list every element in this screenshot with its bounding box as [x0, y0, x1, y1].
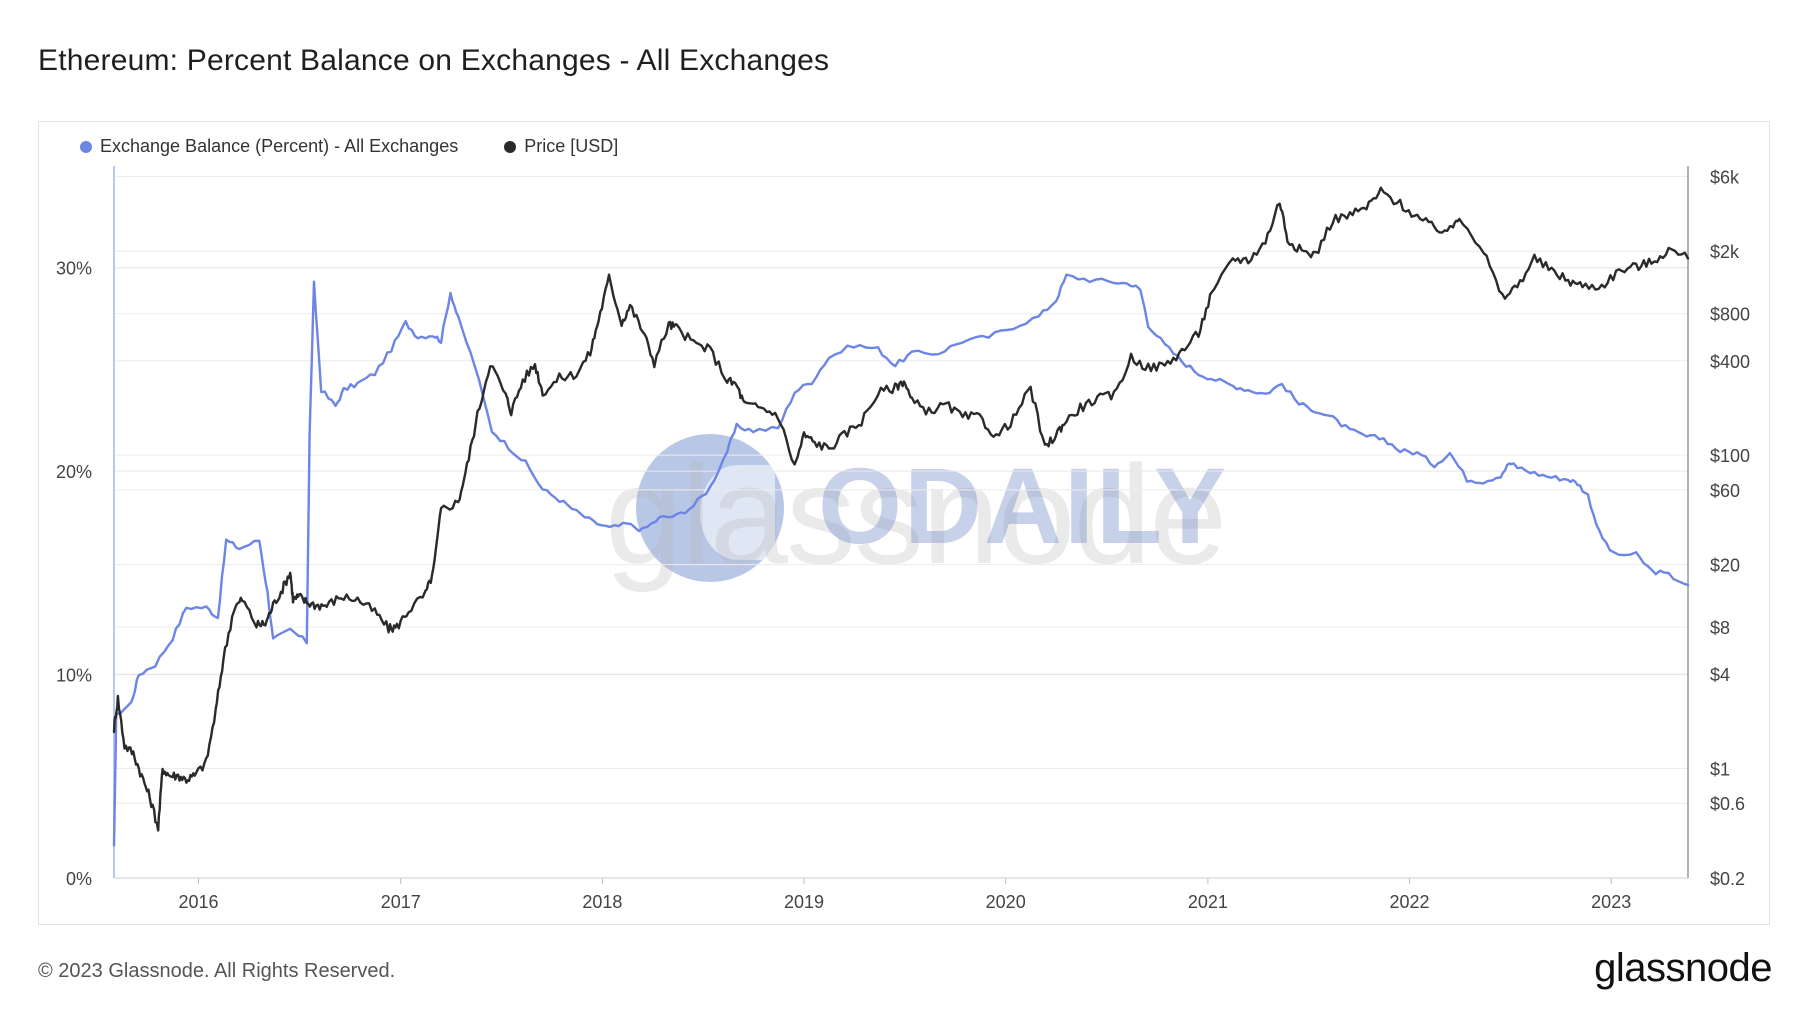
left-tick-label: 20%	[56, 462, 92, 482]
glassnode-watermark: glassnode	[605, 436, 1227, 593]
x-tick-label: 2023	[1591, 892, 1631, 912]
right-tick-label: $1	[1710, 759, 1730, 779]
left-tick-label: 10%	[56, 666, 92, 686]
left-tick-label: 0%	[66, 869, 92, 889]
legend-item-price[interactable]: Price [USD]	[504, 136, 618, 157]
series-lines	[112, 186, 1690, 847]
series-line-exchange-balance[interactable]	[112, 273, 1690, 847]
right-tick-label: $4	[1710, 665, 1730, 685]
x-tick-label: 2017	[381, 892, 421, 912]
copyright-text: © 2023 Glassnode. All Rights Reserved.	[38, 960, 396, 982]
x-tick-label: 2016	[179, 892, 219, 912]
chart-panel	[38, 121, 1770, 925]
right-tick-label: $60	[1710, 481, 1740, 501]
right-tick-label: $6k	[1710, 167, 1740, 187]
right-tick-label: $2k	[1710, 242, 1740, 262]
glassnode-logo[interactable]: glassnode	[1594, 946, 1772, 990]
right-tick-label: $8	[1710, 618, 1730, 638]
right-tick-label: $400	[1710, 352, 1750, 372]
page-title: Ethereum: Percent Balance on Exchanges -…	[38, 44, 830, 77]
legend-dot-exchange-balance	[80, 140, 92, 153]
right-axis-ticks: $0.2 $0.6 $1 $4 $8 $20 $60 $100 $400 $800 $2k $6k	[1710, 167, 1750, 889]
x-tick-label: 2020	[986, 892, 1026, 912]
x-tick-label: 2018	[582, 892, 622, 912]
legend-label-price: Price [USD]	[524, 136, 619, 156]
axes	[113, 166, 1689, 879]
right-tick-label: $100	[1710, 446, 1750, 466]
odaily-logo-cutout	[700, 465, 775, 560]
left-tick-label: 30%	[56, 259, 92, 279]
odaily-watermark: ODAILY	[818, 445, 1229, 566]
x-tick-label: 2022	[1390, 892, 1430, 912]
series-line-price[interactable]	[112, 186, 1690, 832]
chart-legend: Exchange Balance (Percent) - All Exchang…	[80, 136, 618, 157]
x-tick-label: 2019	[784, 892, 824, 912]
legend-dot-price	[504, 140, 517, 153]
grid-lines	[114, 175, 1688, 879]
right-tick-label: $20	[1710, 556, 1740, 576]
right-tick-label: $0.2	[1710, 869, 1745, 889]
right-tick-label: $800	[1710, 305, 1750, 325]
legend-item-exchange-balance[interactable]: Exchange Balance (Percent) - All Exchang…	[80, 136, 458, 157]
left-axis-ticks: 0% 10% 20% 30%	[56, 259, 92, 889]
right-tick-label: $0.6	[1710, 794, 1745, 814]
x-axis-ticks: 2016 2017 2018 2019 2020 2021 2022 2023	[179, 878, 1631, 912]
x-tick-label: 2021	[1188, 892, 1228, 912]
legend-label-exchange-balance: Exchange Balance (Percent) - All Exchang…	[100, 136, 459, 156]
